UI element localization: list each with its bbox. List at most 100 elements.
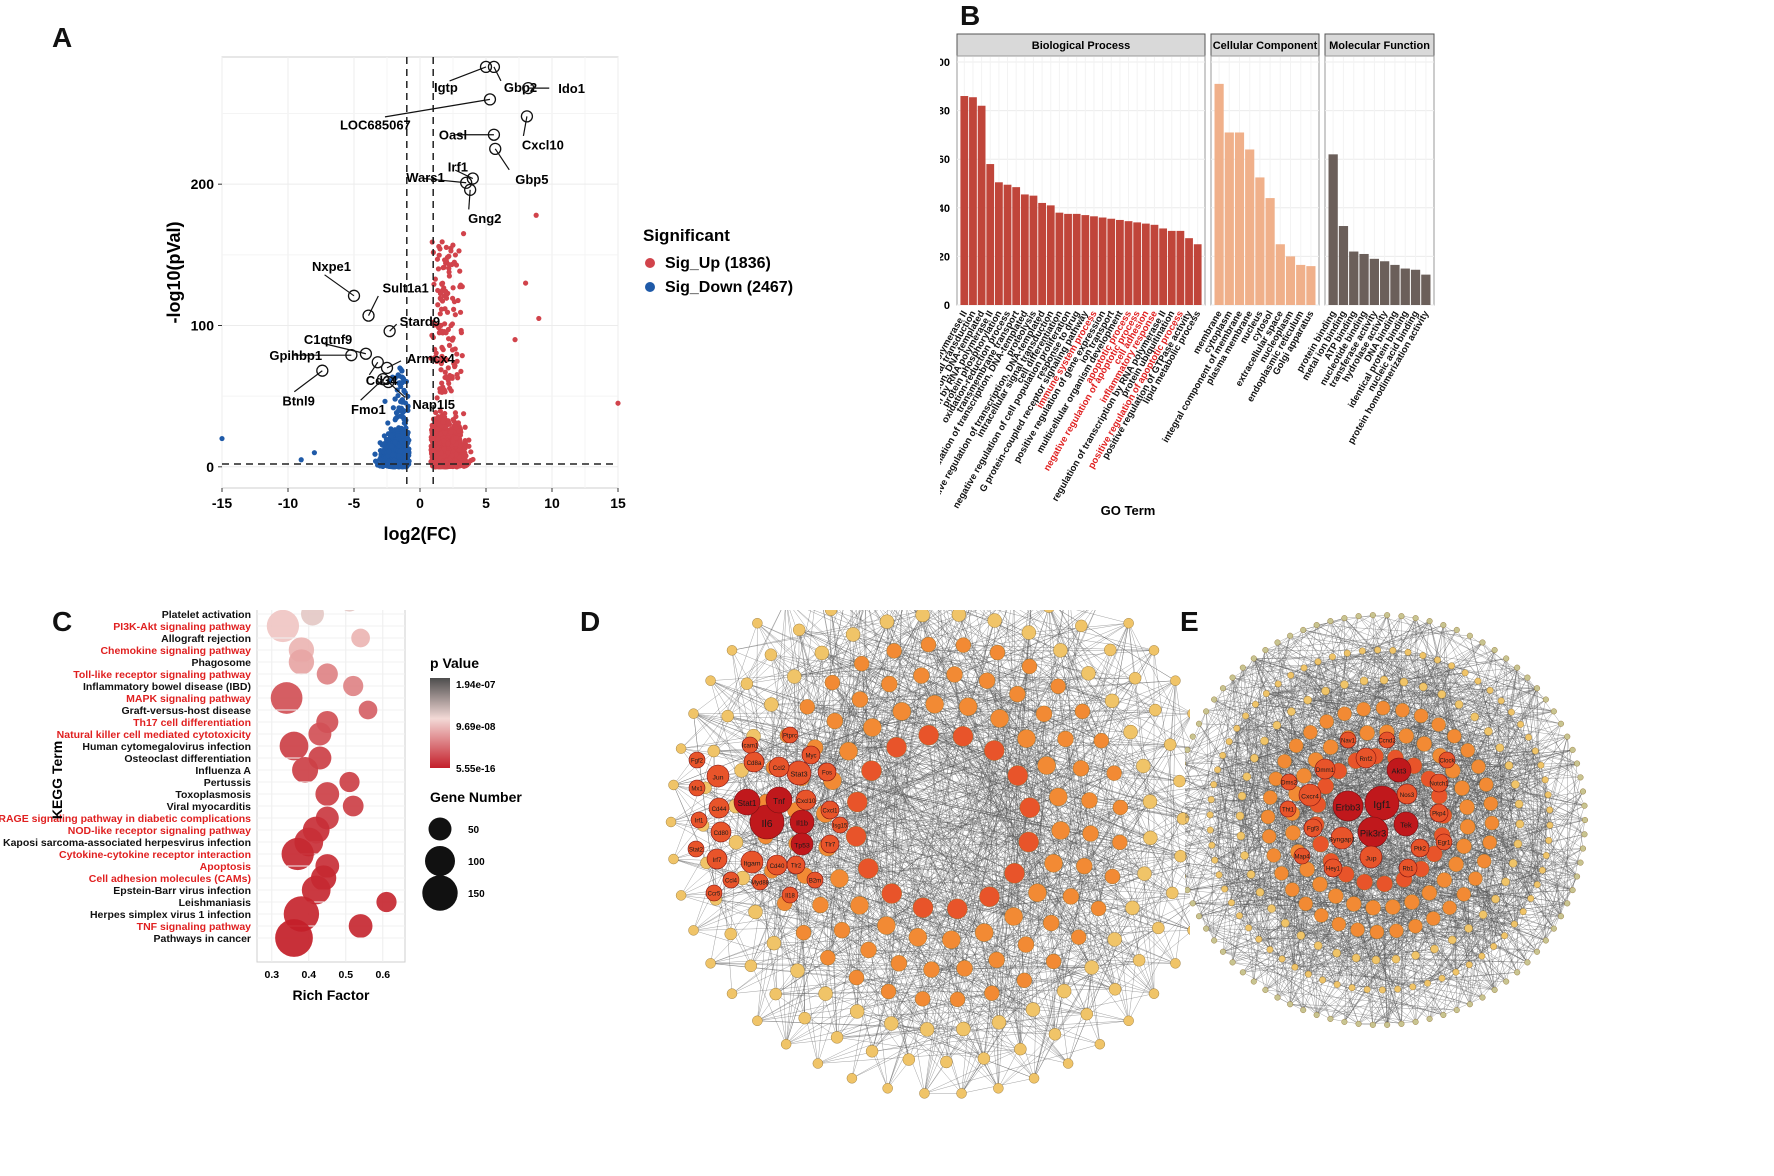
- network-node: [1074, 703, 1091, 720]
- network-node: [707, 744, 720, 758]
- up-point: [441, 264, 447, 270]
- kegg-bubble: [270, 682, 303, 714]
- network-edge: [998, 800, 1090, 1023]
- panel-label-b: B: [960, 0, 981, 31]
- outlier-point: [298, 457, 304, 463]
- label-leader: [424, 177, 467, 184]
- outlier-point: [523, 280, 529, 286]
- network-edge: [986, 680, 1121, 808]
- network-edge: [1051, 610, 1190, 761]
- kegg-term-label: MAPK signaling pathway: [126, 693, 251, 705]
- outlier-point: [460, 231, 467, 237]
- go-bar: [1064, 213, 1072, 305]
- network-node: [984, 740, 1005, 761]
- up-point: [455, 375, 461, 381]
- network-node: [978, 672, 996, 689]
- hub-node-label: Jun: [713, 774, 724, 781]
- hub-node: [820, 834, 840, 854]
- up-point: [450, 285, 456, 291]
- network-node: [886, 737, 907, 758]
- go-bar: [1176, 230, 1185, 305]
- network-edge: [757, 623, 1140, 961]
- network-edge: [962, 736, 993, 994]
- network-node: [955, 637, 972, 653]
- x-tick-label: 5: [482, 495, 490, 511]
- network-edge: [836, 750, 995, 1038]
- network-edge: [757, 622, 1190, 812]
- gene-label: Irf1: [448, 160, 468, 175]
- kegg-term-label: Allograft rejection: [161, 633, 251, 645]
- color-legend-label: 5.55e-16: [456, 764, 496, 775]
- x-tick-label: -15: [212, 495, 232, 511]
- up-point: [446, 420, 452, 426]
- hub-node: [710, 821, 732, 843]
- up-point: [438, 431, 444, 437]
- network-edge: [673, 784, 743, 879]
- go-bar: [1214, 83, 1224, 306]
- gene-label: Cxcl10: [522, 137, 564, 152]
- network-edge: [805, 875, 1190, 895]
- down-point: [389, 443, 395, 449]
- down-point: [395, 392, 401, 399]
- hub-node-label: Myd88: [751, 880, 770, 886]
- network-edge: [786, 1029, 928, 1045]
- network-edge: [727, 715, 1190, 817]
- hub-node-label: Stat2: [689, 847, 704, 853]
- gene-label: Fmo1: [351, 402, 386, 417]
- label-leader: [322, 342, 367, 355]
- hub-node-label: Il18: [785, 893, 795, 899]
- network-node: [1028, 883, 1047, 902]
- up-point: [437, 408, 443, 414]
- network-edge: [1059, 610, 1113, 701]
- size-legend-label: 100: [468, 857, 485, 868]
- go-bar: [1359, 253, 1369, 305]
- go-bar: [1124, 221, 1133, 305]
- kegg-bubble: [301, 875, 331, 905]
- down-point: [382, 398, 388, 404]
- network-node: [1106, 765, 1122, 781]
- down-point: [396, 459, 402, 465]
- gene-label: Wars1: [406, 170, 445, 185]
- network-node: [675, 743, 687, 754]
- kegg-term-label: Osteoclast differentiation: [124, 753, 251, 765]
- network-node: [902, 1053, 916, 1066]
- network-edge: [1169, 680, 1176, 745]
- network-edge: [896, 610, 970, 748]
- network-edge: [837, 1020, 1129, 1038]
- network-node: [952, 726, 974, 747]
- network-node: [764, 648, 778, 661]
- network-node: [988, 951, 1005, 969]
- network-edge: [872, 693, 1018, 728]
- up-point: [441, 446, 448, 452]
- network-node: [833, 921, 851, 939]
- network-edge: [851, 644, 929, 1079]
- network-edge: [964, 968, 985, 1059]
- x-tick-label: 0.4: [301, 969, 316, 981]
- network-edge: [868, 949, 1176, 964]
- up-point: [470, 456, 476, 463]
- network-node: [740, 677, 754, 690]
- up-point: [430, 425, 436, 431]
- network-edge: [757, 991, 889, 1022]
- network-node: [920, 636, 937, 653]
- network-node: [1081, 666, 1096, 681]
- network-node: [956, 1021, 971, 1037]
- network-node: [861, 760, 882, 781]
- network-edge: [1029, 807, 1181, 857]
- network-node: [766, 935, 782, 951]
- go-bar: [1055, 212, 1064, 305]
- network-edge: [848, 610, 852, 752]
- label-ring: [359, 347, 373, 360]
- network-node: [847, 791, 868, 813]
- network-node: [860, 941, 877, 959]
- network-node: [919, 1088, 930, 1099]
- go-bar: [1159, 228, 1167, 305]
- size-legend-circle: [425, 846, 455, 876]
- network-edge: [861, 663, 1121, 808]
- up-point: [435, 426, 441, 432]
- network-edge: [921, 675, 1145, 874]
- kegg-bubble: [348, 914, 373, 938]
- network-edge: [713, 750, 1038, 894]
- go-bar: [1081, 215, 1090, 305]
